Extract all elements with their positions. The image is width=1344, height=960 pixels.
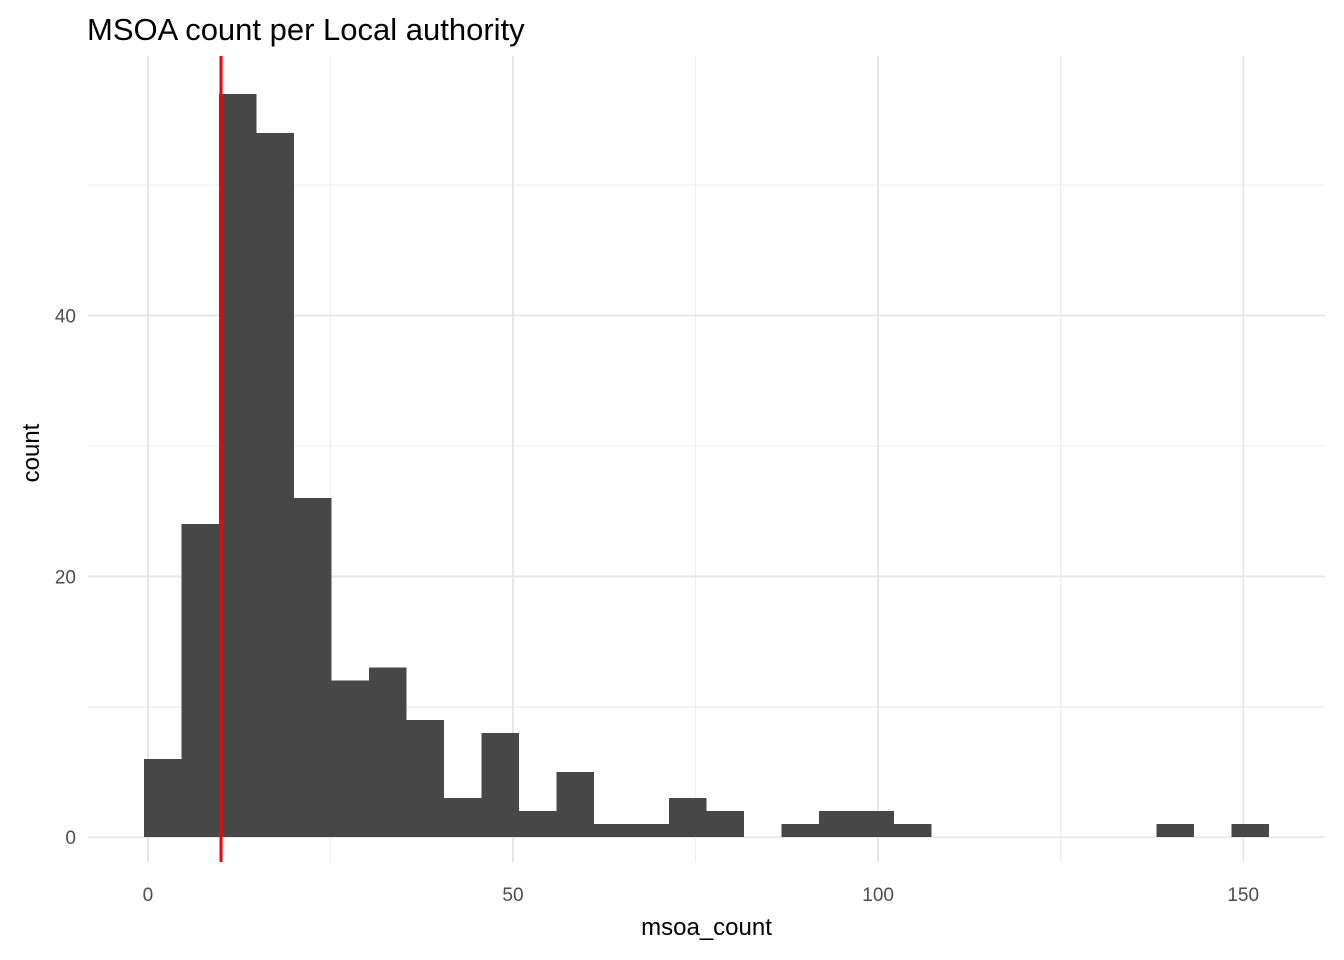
histogram-bar	[219, 93, 257, 838]
histogram-bar	[781, 824, 819, 838]
histogram-bar	[369, 667, 407, 838]
histogram-bar	[631, 824, 670, 838]
x-tick-label: 100	[862, 885, 894, 906]
x-axis-title: msoa_count	[641, 914, 772, 941]
y-tick-label: 0	[65, 828, 76, 849]
histogram-bar	[256, 132, 295, 838]
histogram-bar	[294, 498, 332, 838]
histogram-bar	[481, 732, 520, 838]
histogram-bar	[556, 772, 595, 838]
histogram-bar	[856, 811, 894, 838]
histogram-bar	[406, 719, 445, 838]
x-tick-label: 50	[502, 885, 523, 906]
histogram-bar	[706, 811, 744, 838]
y-tick-label: 40	[55, 307, 76, 328]
histogram-bar	[444, 798, 482, 838]
y-axis-title: count	[18, 423, 45, 483]
histogram-bar	[181, 524, 220, 838]
x-tick-label: 0	[143, 885, 154, 906]
histogram-bar	[669, 798, 707, 838]
plot-title: MSOA count per Local authority	[87, 12, 525, 47]
histogram-bar	[144, 758, 182, 838]
y-tick-label: 20	[55, 567, 76, 588]
histogram-bar	[893, 824, 932, 838]
histogram-bar	[1156, 824, 1194, 838]
histogram-bar	[594, 824, 632, 838]
histogram-bar	[331, 680, 370, 838]
histogram-bar	[1231, 824, 1269, 838]
x-tick-label: 150	[1227, 885, 1259, 906]
histogram-bar	[519, 811, 557, 838]
histogram-bar	[818, 811, 857, 838]
